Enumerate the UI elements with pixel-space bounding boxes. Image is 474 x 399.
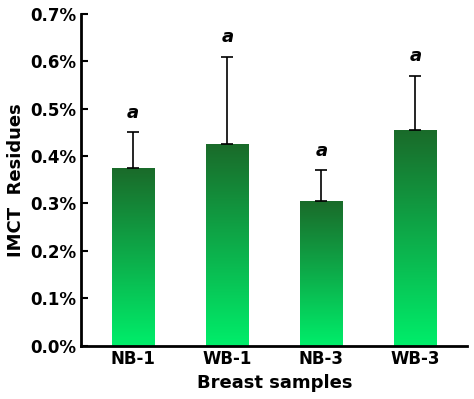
Text: a: a xyxy=(127,104,139,122)
Y-axis label: IMCT  Residues: IMCT Residues xyxy=(7,103,25,257)
X-axis label: Breast samples: Breast samples xyxy=(197,374,352,392)
Text: a: a xyxy=(315,142,328,160)
Text: a: a xyxy=(409,47,421,65)
Text: a: a xyxy=(221,28,233,46)
